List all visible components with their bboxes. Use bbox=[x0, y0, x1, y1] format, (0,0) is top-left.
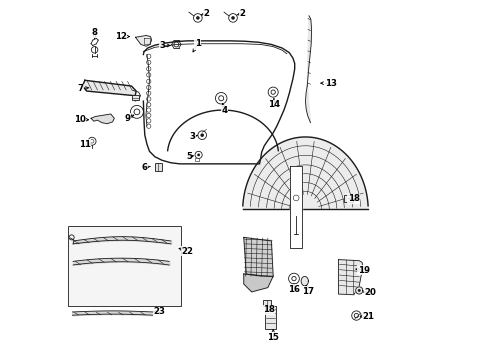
Text: 3: 3 bbox=[159, 41, 164, 50]
Polygon shape bbox=[301, 276, 308, 286]
Circle shape bbox=[231, 16, 234, 20]
Text: 17: 17 bbox=[302, 287, 314, 296]
Text: 5: 5 bbox=[185, 152, 191, 161]
Bar bbox=[155, 163, 162, 171]
Text: 4: 4 bbox=[221, 105, 227, 114]
Polygon shape bbox=[243, 137, 367, 209]
Circle shape bbox=[200, 134, 203, 137]
Bar bbox=[131, 95, 139, 100]
Text: 22: 22 bbox=[182, 247, 193, 256]
Polygon shape bbox=[244, 237, 273, 277]
Circle shape bbox=[357, 289, 360, 292]
Text: 12: 12 bbox=[115, 32, 126, 41]
Polygon shape bbox=[305, 16, 311, 123]
Text: 7: 7 bbox=[77, 84, 83, 93]
Bar bbox=[263, 301, 270, 306]
Polygon shape bbox=[82, 80, 136, 96]
Text: 13: 13 bbox=[324, 79, 336, 88]
Text: 9: 9 bbox=[125, 114, 131, 123]
Text: 19: 19 bbox=[357, 266, 369, 275]
Polygon shape bbox=[135, 36, 151, 46]
Bar bbox=[344, 195, 352, 202]
Text: 18: 18 bbox=[347, 194, 359, 203]
Text: 3: 3 bbox=[189, 132, 195, 141]
Polygon shape bbox=[244, 274, 273, 292]
Text: 14: 14 bbox=[267, 100, 280, 109]
Text: 18: 18 bbox=[263, 305, 274, 314]
Text: 15: 15 bbox=[267, 333, 279, 342]
Text: 20: 20 bbox=[364, 288, 376, 297]
Text: 11: 11 bbox=[79, 140, 91, 149]
Text: 16: 16 bbox=[287, 285, 299, 294]
Polygon shape bbox=[290, 166, 301, 248]
Text: 23: 23 bbox=[153, 307, 165, 316]
Polygon shape bbox=[355, 287, 362, 294]
Text: 2: 2 bbox=[239, 9, 245, 18]
Text: 8: 8 bbox=[91, 28, 98, 37]
Bar bbox=[195, 158, 198, 161]
Bar bbox=[265, 306, 276, 329]
Polygon shape bbox=[338, 260, 363, 295]
Text: 2: 2 bbox=[203, 9, 209, 18]
Bar bbox=[68, 226, 181, 306]
Polygon shape bbox=[91, 114, 114, 124]
Text: 1: 1 bbox=[195, 39, 201, 48]
Text: 6: 6 bbox=[141, 163, 147, 172]
Text: 10: 10 bbox=[74, 115, 85, 124]
Circle shape bbox=[196, 16, 199, 20]
Circle shape bbox=[197, 153, 200, 156]
Text: 21: 21 bbox=[362, 312, 373, 321]
